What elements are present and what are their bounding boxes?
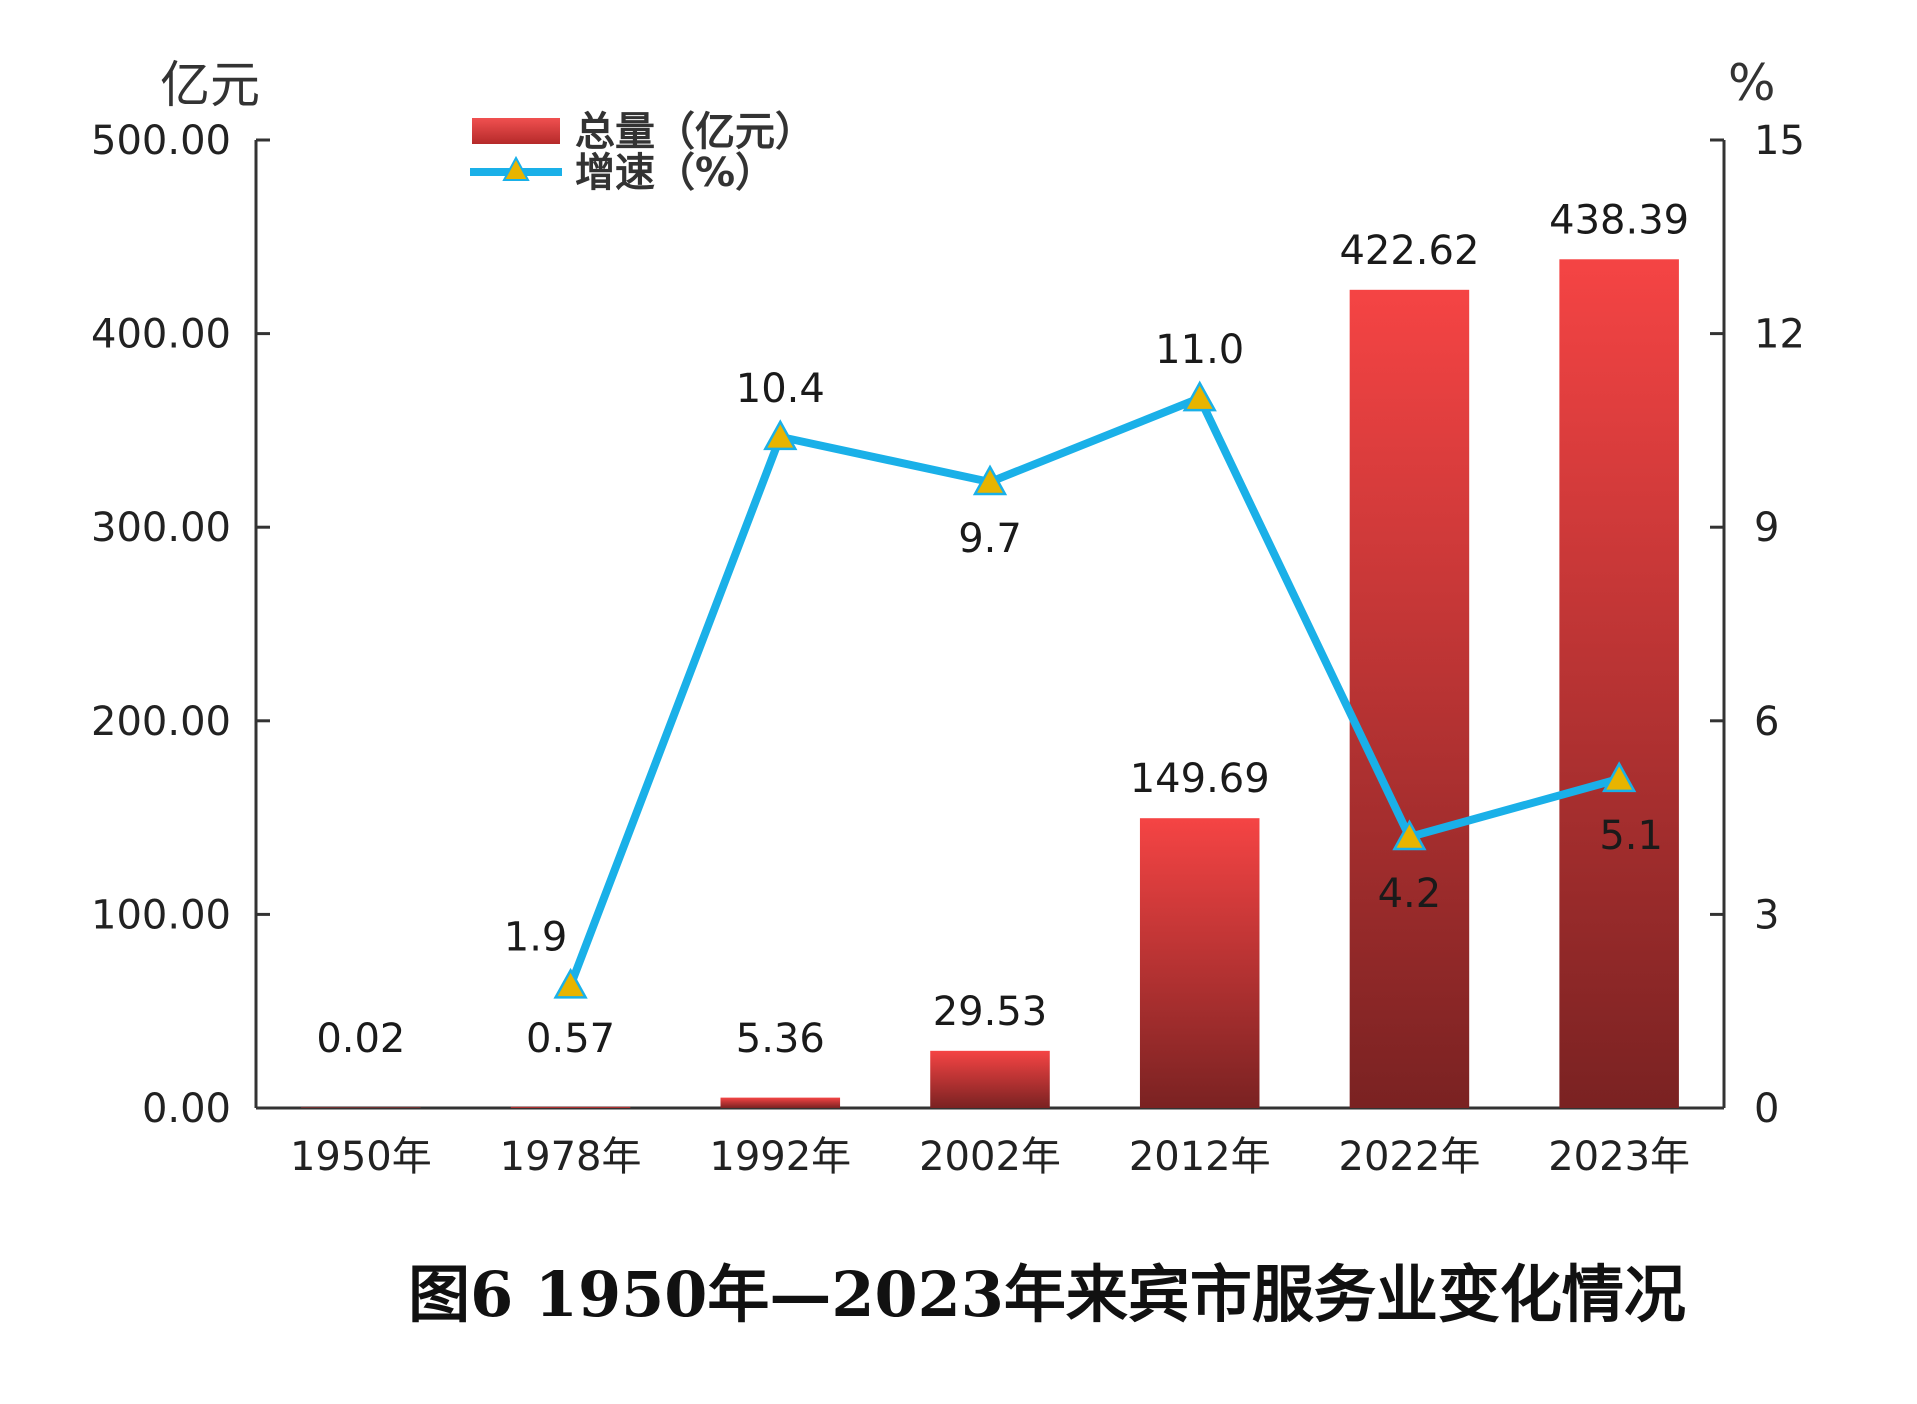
bar-value-labels: 0.02 0.57 5.36 29.53 149.69 422.62 438.39: [316, 197, 1689, 1062]
growth-value-label: 11.0: [1155, 327, 1244, 373]
bar: [510, 1106, 631, 1108]
bar: [930, 1050, 1050, 1108]
growth-point-marker: [763, 419, 798, 451]
left-tick-label: 500.00: [91, 118, 231, 164]
bar-value-label: 29.53: [933, 989, 1048, 1035]
right-tick-label: 6: [1754, 699, 1779, 745]
right-tick-label: 0: [1754, 1086, 1779, 1132]
bar-value-label: 422.62: [1339, 228, 1479, 274]
left-tick-label: 300.00: [91, 505, 231, 551]
bar-value-label: 438.39: [1549, 197, 1689, 243]
legend-label-growth: 增速（%）: [575, 150, 775, 196]
left-tick-label: 0.00: [142, 1086, 231, 1132]
bar-value-label: 149.69: [1130, 756, 1270, 802]
right-tick-label: 9: [1754, 505, 1779, 551]
growth-value-label: 9.7: [958, 516, 1022, 562]
growth-point-marker: [553, 967, 588, 999]
bar: [1349, 289, 1470, 1108]
right-tick-label: 3: [1754, 892, 1779, 938]
right-tick-label: 12: [1754, 312, 1805, 358]
left-axis-unit: 亿元: [160, 56, 260, 114]
line-value-labels: 1.9 10.4 9.7 11.0 4.2 5.1: [504, 327, 1663, 960]
left-tick-label: 100.00: [91, 892, 231, 938]
left-tick-label: 200.00: [91, 699, 231, 745]
bar-value-label: 0.02: [316, 1016, 405, 1062]
left-tick-label: 400.00: [91, 312, 231, 358]
x-tick-label: 1950年: [290, 1134, 432, 1180]
legend: 总量（亿元） 增速（%）: [470, 109, 815, 196]
legend-bar-swatch: [472, 118, 560, 144]
growth-line: [566, 394, 1621, 987]
line-series: [553, 380, 1637, 999]
growth-point-marker: [972, 464, 1008, 496]
chart-title: 图6 1950年—2023年来宾市服务业变化情况: [408, 1258, 1686, 1331]
bar: [720, 1097, 841, 1108]
growth-point-marker: [1602, 761, 1637, 793]
bar-value-label: 5.36: [736, 1016, 825, 1062]
right-axis-unit: %: [1728, 54, 1776, 112]
growth-point-marker: [1182, 380, 1217, 412]
x-tick-label: 2012年: [1129, 1134, 1271, 1180]
right-tick-label: 15: [1754, 118, 1805, 164]
legend-label-total: 总量（亿元）: [575, 109, 815, 155]
x-tick-label: 2022年: [1339, 1134, 1481, 1180]
bar: [301, 1107, 421, 1108]
bar: [1559, 259, 1679, 1108]
x-tick-label: 1978年: [500, 1134, 642, 1180]
x-tick-label: 2002年: [919, 1134, 1061, 1180]
x-tick-label: 1992年: [709, 1134, 851, 1180]
growth-value-label: 10.4: [736, 366, 825, 412]
bar-series: [301, 259, 1679, 1108]
growth-value-label: 5.1: [1599, 813, 1663, 859]
growth-value-label: 1.9: [504, 914, 568, 960]
growth-point-marker: [1392, 819, 1427, 851]
growth-value-label: 4.2: [1378, 871, 1442, 917]
chart-axes: 0.00 100.00 200.00 300.00 400.00 500.00 0 3 6 9 12…: [91, 118, 1805, 1180]
bar: [1139, 818, 1260, 1108]
legend-triangle-marker: [502, 155, 530, 181]
bar-value-label: 0.57: [526, 1016, 615, 1062]
x-tick-label: 2023年: [1548, 1134, 1690, 1180]
